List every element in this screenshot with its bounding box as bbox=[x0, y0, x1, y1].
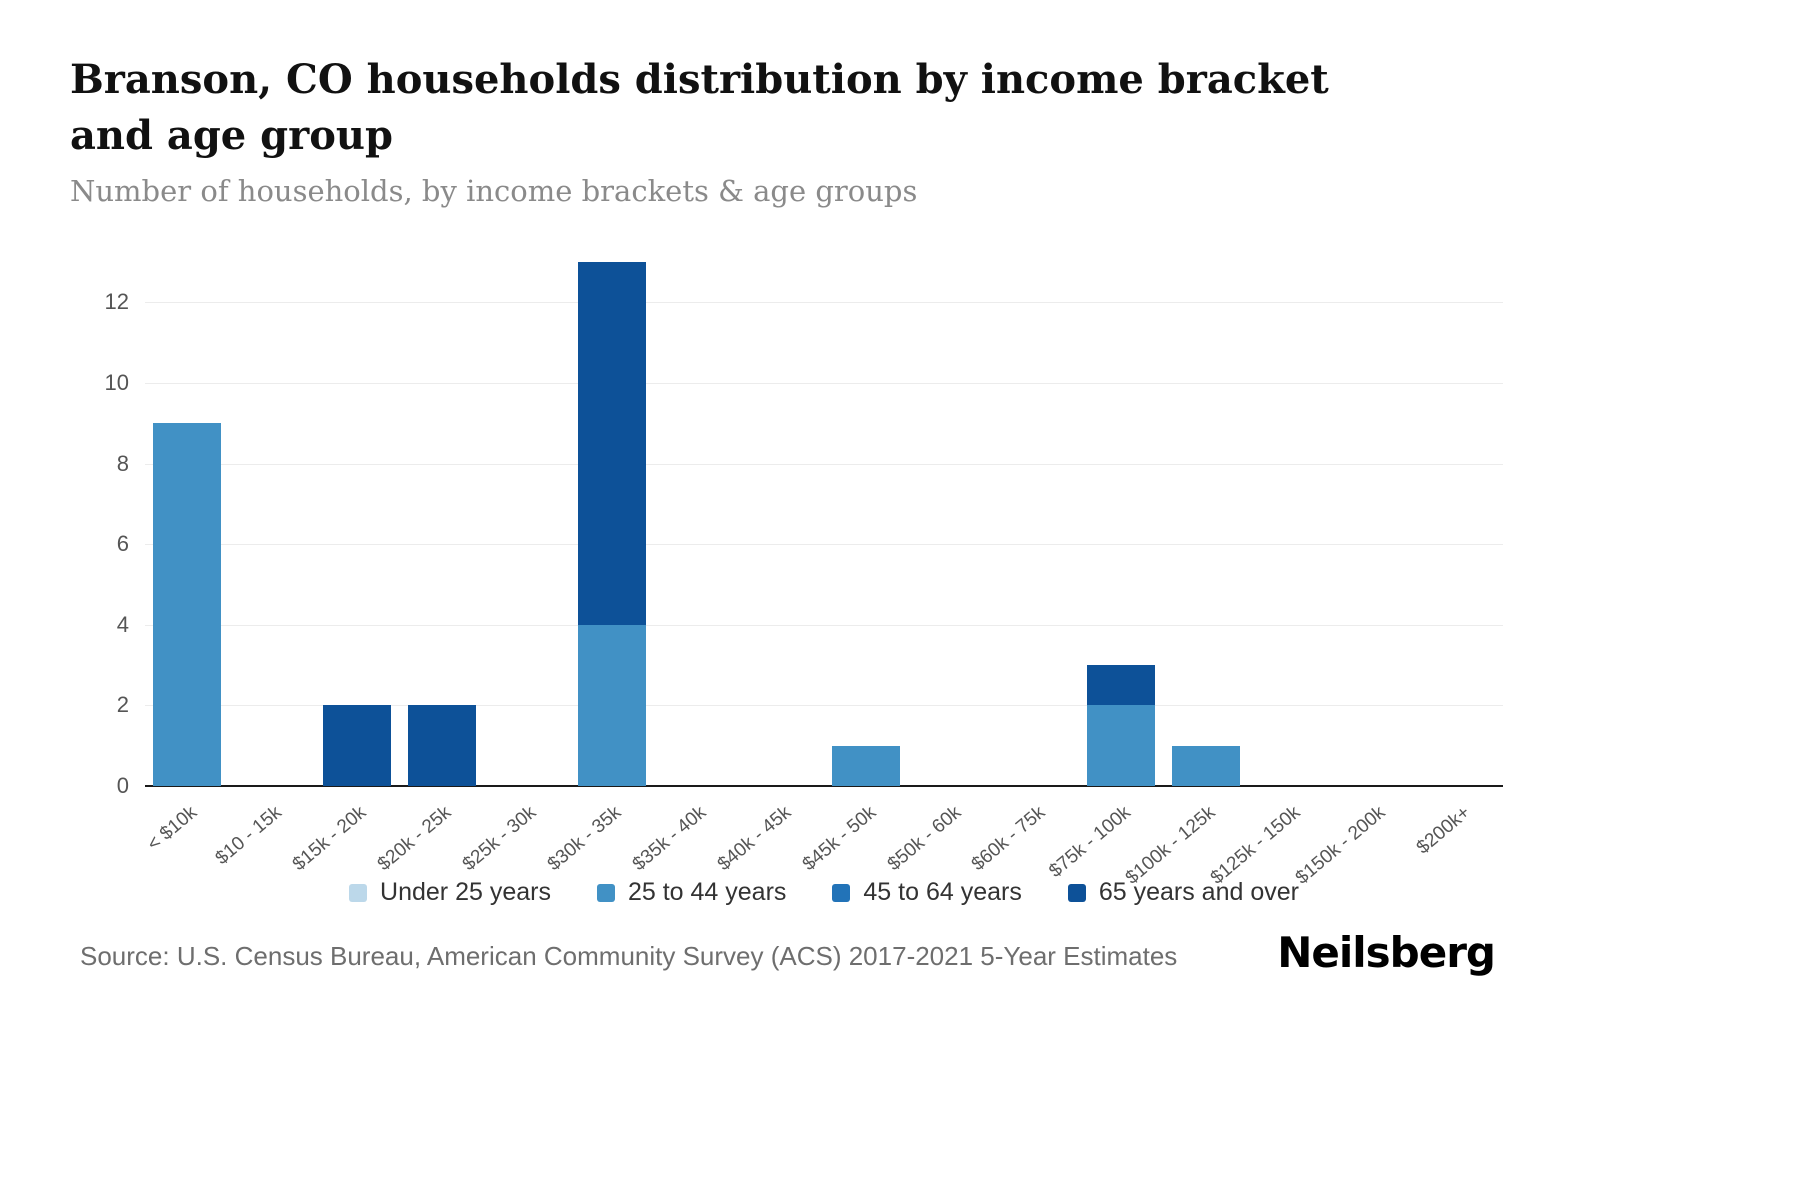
bar-segment bbox=[153, 423, 222, 786]
chart-title: Branson, CO households distribution by i… bbox=[70, 56, 1329, 159]
x-tick-label: $10 - 15k bbox=[211, 802, 286, 870]
x-tick-label: $75k - 100k bbox=[1044, 802, 1135, 882]
source-note: Source: U.S. Census Bureau, American Com… bbox=[80, 941, 1178, 971]
brand-logo: Neilsberg bbox=[1277, 928, 1496, 977]
gridline bbox=[145, 624, 1503, 626]
y-tick-label: 4 bbox=[116, 611, 129, 637]
y-tick-label: 12 bbox=[104, 289, 129, 315]
bar-segment bbox=[323, 705, 392, 786]
gridline bbox=[145, 382, 1503, 384]
x-axis-line bbox=[145, 785, 1503, 787]
chart-subtitle: Number of households, by income brackets… bbox=[70, 174, 918, 208]
gridline bbox=[145, 302, 1503, 304]
legend-label: Under 25 years bbox=[380, 878, 551, 906]
y-tick-label: 6 bbox=[116, 531, 129, 557]
legend-swatch bbox=[832, 883, 851, 902]
y-tick-label: 10 bbox=[104, 369, 129, 395]
bar-segment bbox=[408, 705, 477, 786]
legend-swatch bbox=[1067, 883, 1086, 902]
plot-area: 0 2 4 6 8 10 12 < $10k $10 - 15k $15k - 20k $20k -… bbox=[105, 262, 1503, 889]
legend-item: 45 to 64 years bbox=[832, 878, 1022, 907]
x-tick-label: $45k - 50k bbox=[798, 802, 880, 876]
y-tick-label: 2 bbox=[116, 692, 129, 718]
bar-segment bbox=[832, 745, 901, 786]
x-tick-label: $20k - 25k bbox=[374, 802, 456, 876]
gridline bbox=[145, 544, 1503, 546]
bar-segment bbox=[1087, 705, 1156, 786]
legend-swatch bbox=[596, 883, 615, 902]
x-tick-label: $125k - 150k bbox=[1206, 802, 1305, 889]
x-tick-label: $15k - 20k bbox=[289, 802, 371, 876]
x-tick-label: $50k - 60k bbox=[883, 802, 965, 876]
legend-swatch bbox=[349, 883, 368, 902]
bar-segment bbox=[577, 624, 646, 786]
y-tick-label: 8 bbox=[116, 450, 129, 476]
bar-segment bbox=[577, 262, 646, 625]
legend-item: 25 to 44 years bbox=[596, 878, 787, 907]
legend-item: Under 25 years bbox=[349, 878, 551, 907]
legend-label: 45 to 64 years bbox=[863, 878, 1022, 906]
legend-label: 25 to 44 years bbox=[627, 878, 787, 906]
x-tick-label: $60k - 75k bbox=[968, 802, 1050, 876]
legend-label: 65 years and over bbox=[1098, 878, 1299, 906]
gridline bbox=[145, 463, 1503, 465]
bar-segment bbox=[1087, 665, 1156, 706]
x-tick-label: $35k - 40k bbox=[628, 802, 711, 876]
legend: Under 25 years 25 to 44 years 45 to 64 yea… bbox=[145, 878, 1503, 907]
bar-segment bbox=[1171, 745, 1240, 786]
x-tick-label: $30k - 35k bbox=[543, 802, 626, 876]
gridline bbox=[145, 705, 1503, 707]
y-tick-label: 0 bbox=[116, 773, 129, 798]
x-tick-label: $25k - 30k bbox=[458, 802, 541, 876]
x-tick-label: $40k - 45k bbox=[713, 802, 796, 876]
x-tick-label: $100k - 125k bbox=[1121, 802, 1220, 889]
x-tick-label: < $10k bbox=[143, 802, 201, 856]
legend-item: 65 years and over bbox=[1067, 878, 1299, 907]
x-tick-label: $150k - 200k bbox=[1291, 802, 1390, 889]
x-tick-label: $200k+ bbox=[1412, 802, 1475, 859]
